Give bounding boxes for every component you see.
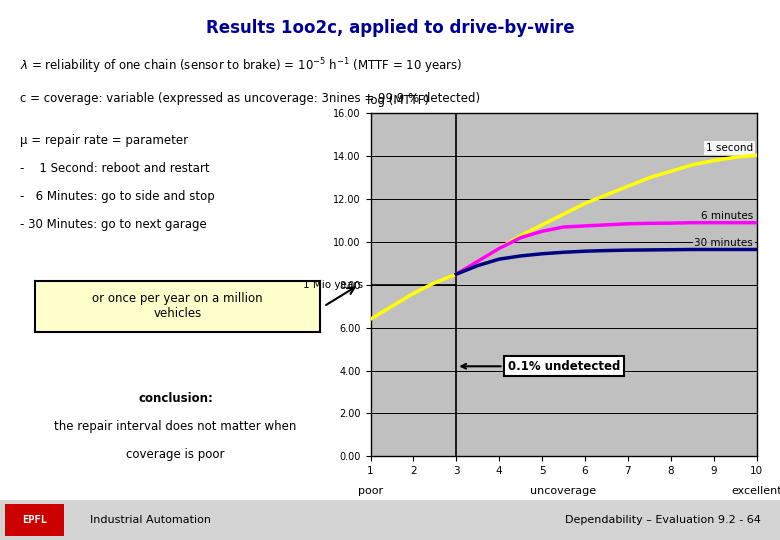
Text: -    1 Second: reboot and restart: - 1 Second: reboot and restart <box>20 162 209 175</box>
Text: 6 minutes: 6 minutes <box>701 211 753 220</box>
Text: $\lambda$ = reliability of one chain (sensor to brake) = 10$^{-5}$ h$^{-1}$ (MTT: $\lambda$ = reliability of one chain (se… <box>20 57 462 76</box>
Text: 0.1% undetected: 0.1% undetected <box>462 360 620 373</box>
Text: Industrial Automation: Industrial Automation <box>90 515 211 525</box>
Text: excellent: excellent <box>732 486 780 496</box>
Text: 1 second: 1 second <box>706 143 753 153</box>
Text: EPFL: EPFL <box>22 515 48 525</box>
Text: - 30 Minutes: go to next garage: - 30 Minutes: go to next garage <box>20 218 206 231</box>
Text: the repair interval does not matter when: the repair interval does not matter when <box>55 420 296 433</box>
Text: uncoverage: uncoverage <box>530 486 597 496</box>
Text: μ = repair rate = parameter: μ = repair rate = parameter <box>20 134 188 147</box>
Text: or once per year on a million
vehicles: or once per year on a million vehicles <box>92 293 263 320</box>
Text: Results 1oo2c, applied to drive-by-wire: Results 1oo2c, applied to drive-by-wire <box>206 19 574 37</box>
Text: conclusion:: conclusion: <box>138 392 213 404</box>
Text: 30 minutes: 30 minutes <box>694 238 753 248</box>
Text: log (MTTF): log (MTTF) <box>367 94 428 107</box>
Text: poor: poor <box>358 486 383 496</box>
Text: 1 Mio years: 1 Mio years <box>303 280 363 290</box>
Text: Dependability – Evaluation 9.2 - 64: Dependability – Evaluation 9.2 - 64 <box>565 515 760 525</box>
Text: -   6 Minutes: go to side and stop: - 6 Minutes: go to side and stop <box>20 190 214 203</box>
Text: coverage is poor: coverage is poor <box>126 448 225 461</box>
Text: c = coverage: variable (expressed as uncoverage: 3nines = 99.9 % detected): c = coverage: variable (expressed as unc… <box>20 92 480 105</box>
